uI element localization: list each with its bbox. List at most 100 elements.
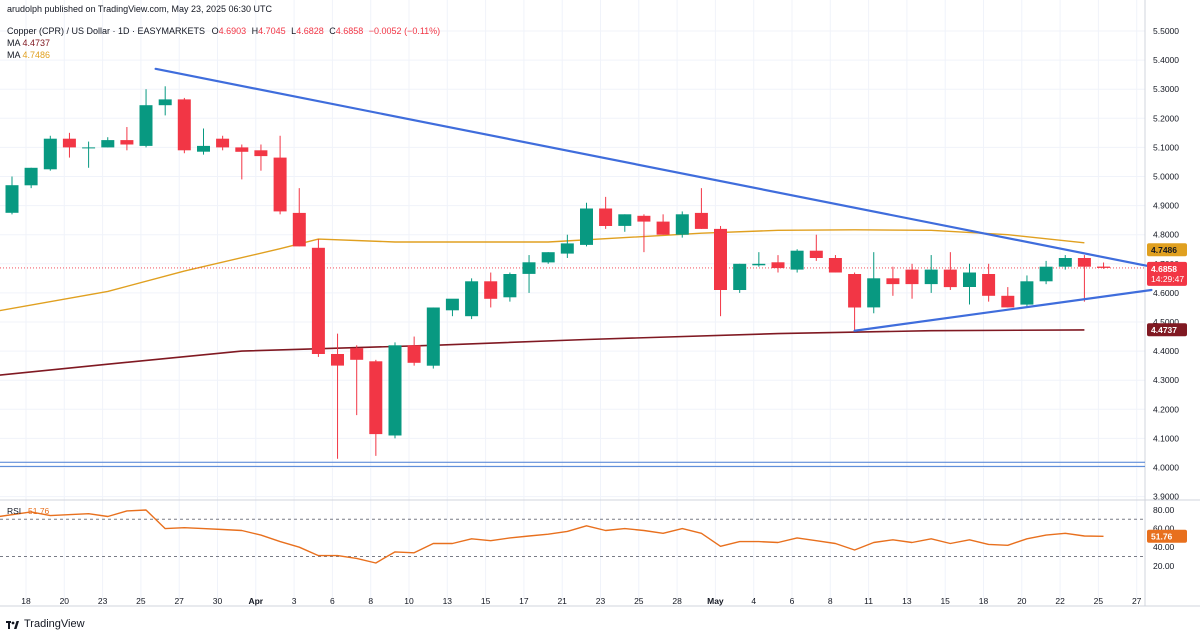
candle-body <box>809 250 823 258</box>
ma1-value: 4.4737 <box>22 38 51 48</box>
time-axis-label: 20 <box>60 596 70 606</box>
candle-body <box>484 281 498 299</box>
candle-body <box>714 228 727 290</box>
candle-body <box>1020 281 1034 305</box>
price-axis-label: 5.0000 <box>1153 172 1179 182</box>
tradingview-brand[interactable]: TradingView <box>6 618 85 630</box>
ma2-legend[interactable]: MA 4.7486 <box>7 50 50 61</box>
candle-body <box>924 269 938 285</box>
time-axis-label: 11 <box>864 596 873 606</box>
time-axis-label: 23 <box>98 596 108 606</box>
price-axis-label: 5.2000 <box>1153 113 1179 123</box>
rsi-axis-label: 80.00 <box>1153 505 1175 515</box>
rsi-line <box>0 509 1104 564</box>
candle-body <box>656 221 670 235</box>
ma1-label: MA <box>7 38 21 48</box>
candle-body <box>618 214 632 226</box>
price-axis-label: 4.5000 <box>1153 317 1179 327</box>
time-axis-label: 27 <box>174 596 184 606</box>
candle-body <box>139 105 153 146</box>
candle-body <box>273 157 287 212</box>
candle-body <box>675 214 689 235</box>
ma1-legend[interactable]: MA 4.4737 <box>7 38 50 49</box>
rsi-title: RSI <box>7 506 21 516</box>
time-axis-label: 27 <box>1132 596 1142 606</box>
candle-body <box>177 99 191 151</box>
price-axis-label: 4.3000 <box>1153 375 1179 385</box>
candle-body <box>886 278 900 285</box>
candle-body <box>790 250 804 270</box>
time-axis-label: 30 <box>213 596 223 606</box>
time-axis-label: 13 <box>443 596 453 606</box>
ma2-value: 4.7486 <box>22 50 51 60</box>
candle-body <box>158 99 172 106</box>
candle-body <box>541 252 555 263</box>
ma-fast-price-tag-bg <box>1147 243 1187 257</box>
open-value: 4.6903 <box>218 26 247 36</box>
price-axis-label: 4.6000 <box>1153 288 1179 298</box>
close-value: 4.6858 <box>335 26 364 36</box>
candle-body <box>197 145 210 152</box>
price-axis-label: 5.3000 <box>1153 84 1179 94</box>
price-axis-label: 4.8000 <box>1153 230 1179 240</box>
candle-body <box>426 307 440 366</box>
price-axis-label: 4.9000 <box>1153 201 1179 211</box>
price-axis-label: 4.4000 <box>1153 346 1179 356</box>
high-label: H <box>251 26 259 36</box>
candle-body <box>1058 258 1072 267</box>
price-axis-label: 4.0000 <box>1153 463 1179 473</box>
candle-body <box>963 272 976 287</box>
candle-body <box>943 269 957 288</box>
candle-body <box>43 138 57 170</box>
time-axis-label: 23 <box>596 596 606 606</box>
brand-text: TradingView <box>24 618 85 630</box>
symbol-title: Copper (CPR) / US Dollar · 1D · EASYMARK… <box>7 26 206 36</box>
time-axis-label: 17 <box>519 596 529 606</box>
time-axis-label: 10 <box>404 596 414 606</box>
trendline <box>154 67 1153 268</box>
candle-body <box>1097 266 1110 268</box>
time-axis-label: 15 <box>940 596 950 606</box>
rsi-axis-label: 60.00 <box>1153 524 1175 534</box>
candle-body <box>599 208 613 226</box>
candle-body <box>101 140 115 148</box>
candle-body <box>388 345 402 436</box>
price-axis-label: 4.2000 <box>1153 404 1179 414</box>
candle-body <box>465 281 479 317</box>
candle-body <box>560 243 574 254</box>
candle-body <box>62 138 76 148</box>
candle-body <box>1039 266 1053 282</box>
candle-body <box>982 274 996 296</box>
candle-body <box>216 138 230 148</box>
time-axis-label: 8 <box>828 596 833 606</box>
ma-fast-price-tag-text: 4.7486 <box>1151 245 1177 255</box>
rsi-price-tag-text: 51.76 <box>1151 531 1173 541</box>
rsi-price-tag-bg <box>1147 529 1187 543</box>
last-price-tag-text: 14:29:47 <box>1151 274 1184 284</box>
time-axis-label: 28 <box>672 596 682 606</box>
candle-body <box>369 361 383 435</box>
ma-slow-price-tag-bg <box>1147 323 1187 337</box>
time-axis-label: Apr <box>248 596 263 606</box>
rsi-legend-value: 51.76 <box>28 506 50 516</box>
candle-body <box>1077 258 1091 267</box>
price-axis-label: 5.1000 <box>1153 142 1179 152</box>
time-axis-label: 18 <box>21 596 31 606</box>
time-axis-label: 25 <box>136 596 146 606</box>
candle-body <box>235 147 249 152</box>
time-axis-label: 8 <box>368 596 373 606</box>
candle-body <box>733 263 747 290</box>
candle-body <box>445 298 459 311</box>
candle-body <box>503 274 517 298</box>
price-axis-label: 5.5000 <box>1153 26 1179 36</box>
candle-body <box>5 185 19 213</box>
published-text: arudolph published on TradingView.com, M… <box>7 4 272 14</box>
price-axis-label: 5.4000 <box>1153 55 1179 65</box>
ma-slow-price-tag-text: 4.4737 <box>1151 325 1177 335</box>
ohlc-legend: Copper (CPR) / US Dollar · 1D · EASYMARK… <box>7 26 440 37</box>
ma-slow-line <box>0 329 1085 376</box>
close-label: C <box>329 26 336 36</box>
time-axis-label: 15 <box>481 596 491 606</box>
candle-body <box>694 212 708 229</box>
